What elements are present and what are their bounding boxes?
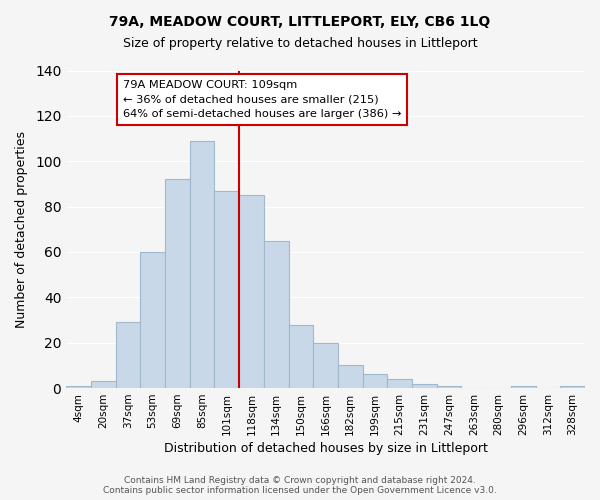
Bar	[289, 324, 313, 388]
Bar	[362, 374, 388, 388]
Bar	[338, 366, 362, 388]
Bar	[66, 386, 91, 388]
Bar	[239, 196, 264, 388]
Bar	[91, 382, 116, 388]
Bar	[511, 386, 536, 388]
Text: Contains HM Land Registry data © Crown copyright and database right 2024.
Contai: Contains HM Land Registry data © Crown c…	[103, 476, 497, 495]
Bar	[412, 384, 437, 388]
Bar	[214, 190, 239, 388]
Bar	[190, 141, 214, 388]
Bar	[313, 342, 338, 388]
Text: 79A, MEADOW COURT, LITTLEPORT, ELY, CB6 1LQ: 79A, MEADOW COURT, LITTLEPORT, ELY, CB6 …	[109, 15, 491, 29]
Text: 79A MEADOW COURT: 109sqm
← 36% of detached houses are smaller (215)
64% of semi-: 79A MEADOW COURT: 109sqm ← 36% of detach…	[123, 80, 401, 119]
Bar	[116, 322, 140, 388]
Bar	[264, 240, 289, 388]
Bar	[165, 180, 190, 388]
Bar	[437, 386, 461, 388]
Bar	[388, 379, 412, 388]
Bar	[140, 252, 165, 388]
Bar	[560, 386, 585, 388]
Y-axis label: Number of detached properties: Number of detached properties	[15, 131, 28, 328]
X-axis label: Distribution of detached houses by size in Littleport: Distribution of detached houses by size …	[164, 442, 488, 455]
Text: Size of property relative to detached houses in Littleport: Size of property relative to detached ho…	[122, 38, 478, 51]
